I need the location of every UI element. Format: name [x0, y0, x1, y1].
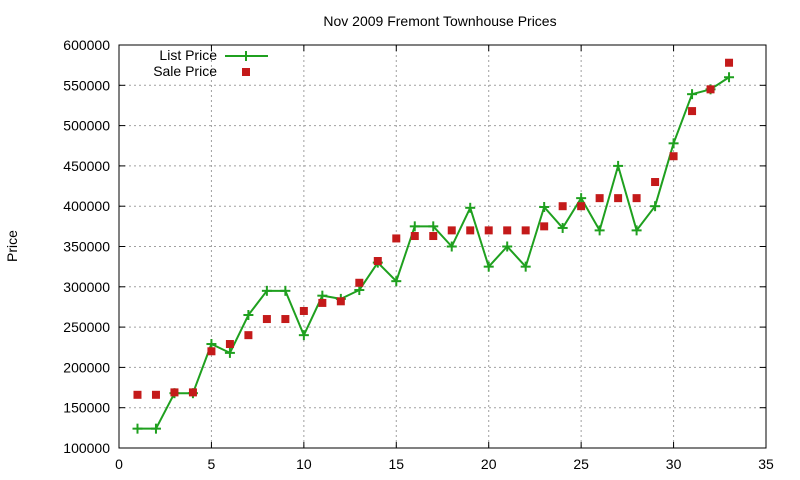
data-point-list-price [483, 261, 494, 272]
data-point-sale-price [207, 347, 216, 356]
data-point-sale-price [170, 388, 179, 397]
data-point-list-price [520, 261, 531, 272]
data-point-sale-price [503, 226, 512, 235]
series-layer [132, 58, 735, 434]
data-point-list-price [724, 72, 735, 83]
data-point-sale-price [355, 278, 364, 287]
data-point-list-price [261, 285, 272, 296]
gridlines [119, 45, 766, 448]
data-point-list-price [594, 225, 605, 236]
data-point-sale-price [410, 232, 419, 241]
data-point-sale-price [595, 194, 604, 203]
data-point-sale-price [651, 178, 660, 187]
data-point-sale-price [373, 257, 382, 266]
data-point-list-price [557, 222, 568, 233]
data-point-list-price [409, 221, 420, 232]
data-point-sale-price [614, 194, 623, 203]
data-point-sale-price [336, 297, 345, 306]
y-tick-label: 500000 [63, 118, 110, 134]
data-point-sale-price [318, 298, 327, 307]
y-tick-label: 250000 [63, 319, 110, 335]
data-point-sale-price [281, 315, 290, 324]
data-point-list-price [613, 160, 624, 171]
data-point-sale-price [392, 234, 401, 243]
data-point-list-price [280, 285, 291, 296]
x-tick-label: 20 [481, 456, 497, 472]
data-point-sale-price [669, 152, 678, 161]
data-point-sale-price [244, 331, 253, 340]
y-tick-label: 150000 [63, 400, 110, 416]
x-tick-label: 5 [208, 456, 216, 472]
data-point-sale-price [484, 226, 493, 235]
data-point-sale-price [429, 232, 438, 241]
data-point-list-price [224, 347, 235, 358]
y-tick-label: 100000 [63, 440, 110, 456]
y-tick-label: 350000 [63, 239, 110, 255]
data-point-sale-price [632, 194, 641, 203]
data-point-list-price [465, 202, 476, 213]
data-point-list-price [668, 138, 679, 149]
legend: List Price Sale Price [153, 47, 268, 79]
x-tick-label: 15 [388, 456, 404, 472]
x-tick-label: 25 [573, 456, 589, 472]
data-point-sale-price [466, 226, 475, 235]
chart-title: Nov 2009 Fremont Townhouse Prices [323, 13, 556, 29]
data-point-list-price [132, 423, 143, 434]
data-point-list-price [446, 241, 457, 252]
data-point-list-price [631, 225, 642, 236]
data-point-sale-price [540, 222, 549, 231]
data-point-sale-price [133, 390, 142, 399]
x-tick-label: 0 [115, 456, 123, 472]
legend-label-sale-price: Sale Price [153, 63, 217, 79]
data-point-list-price [502, 241, 513, 252]
data-point-sale-price [262, 315, 271, 324]
x-tick-label: 10 [296, 456, 312, 472]
plot-frame [118, 44, 767, 449]
y-tick-label: 300000 [63, 279, 110, 295]
data-point-sale-price [188, 388, 197, 397]
data-point-sale-price [725, 58, 734, 67]
legend-marker-sale-price [242, 68, 250, 76]
data-point-list-price [576, 193, 587, 204]
legend-label-list-price: List Price [159, 47, 217, 63]
data-point-sale-price [558, 202, 567, 211]
y-tick-label: 450000 [63, 158, 110, 174]
y-tick-label: 200000 [63, 359, 110, 375]
data-point-sale-price [225, 340, 234, 349]
data-point-list-price [428, 221, 439, 232]
data-point-sale-price [151, 390, 160, 399]
legend-marker-list-price [241, 51, 251, 61]
data-point-sale-price [447, 226, 456, 235]
y-tick-label: 550000 [63, 77, 110, 93]
y-tick-label: 600000 [63, 37, 110, 53]
data-point-list-price [687, 89, 698, 100]
data-point-list-price [298, 330, 309, 341]
y-axis-label: Price [4, 230, 20, 262]
data-point-list-price [243, 310, 254, 321]
data-point-list-price [391, 276, 402, 287]
x-tick-label: 30 [666, 456, 682, 472]
series-line-list-price [137, 76, 730, 430]
axes: 0 5 10 15 20 25 30 35 100000 150000 200000 250000 30… [63, 37, 774, 472]
data-point-sale-price [521, 226, 530, 235]
x-tick-label: 35 [758, 456, 774, 472]
data-point-sale-price [577, 202, 586, 211]
y-tick-label: 400000 [63, 198, 110, 214]
data-point-list-price [539, 202, 550, 213]
data-point-sale-price [706, 85, 715, 94]
data-point-list-price [150, 423, 161, 434]
data-point-list-price [650, 201, 661, 212]
data-point-sale-price [688, 107, 697, 116]
data-point-sale-price [299, 306, 308, 315]
